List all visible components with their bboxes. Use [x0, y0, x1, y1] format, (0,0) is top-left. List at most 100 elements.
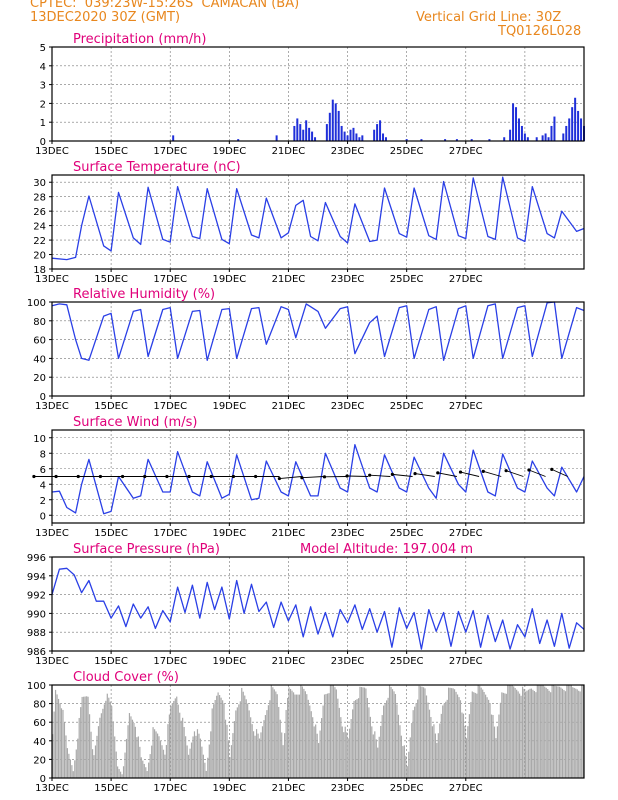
cloud-bar [350, 719, 352, 778]
cloud-bar [224, 719, 227, 778]
cloud-bar [356, 699, 358, 778]
cloud-bar [488, 699, 490, 778]
cloud-bar [499, 702, 502, 778]
panel-1: Surface Temperature (nC) 18 20 22 24 26 28 30 13… [33, 160, 585, 285]
cloud-bar [495, 738, 497, 778]
y-tick-label: 28 [33, 193, 46, 204]
cloud-bar [294, 694, 296, 778]
precip-bar [314, 137, 317, 141]
cloud-bar [354, 700, 357, 778]
cloud-bar [230, 745, 233, 778]
cloud-bar [153, 729, 156, 778]
cloud-bar [279, 719, 281, 778]
panel-title: Surface Wind (m/s) [73, 415, 197, 430]
cloud-bar [75, 749, 77, 778]
precip-bar [571, 107, 574, 141]
x-tick-label: 27DEC [449, 656, 483, 667]
y-tick-label: 5 [40, 43, 46, 54]
x-tick-label: 21DEC [272, 656, 306, 667]
precip-bar [553, 116, 556, 141]
x-tick-label: 15DEC [94, 528, 128, 539]
cloud-bar [239, 701, 241, 778]
x-tick-label: 25DEC [390, 274, 424, 285]
cloud-bar [298, 694, 301, 778]
x-tick-label: 19DEC [212, 274, 246, 285]
cloud-bar [140, 757, 142, 778]
y-tick-label: 992 [27, 591, 46, 602]
cloud-bar [323, 694, 326, 778]
cloud-bar [174, 698, 176, 778]
cloud-bar [103, 704, 105, 778]
cloud-bar [60, 708, 63, 778]
precip-bar [520, 125, 523, 141]
cloud-bar [236, 707, 238, 778]
cloud-bar [572, 687, 574, 778]
wind-arrow [347, 475, 369, 477]
panel-2: Relative Humidity (%) 0 20 40 60 80 100 13DEC 15… [27, 287, 585, 412]
cloud-bar [227, 741, 230, 778]
cloud-bar [189, 748, 191, 778]
cloud-bar [332, 685, 335, 778]
cloud-bar [214, 699, 216, 778]
cloud-bar [406, 766, 408, 778]
y-tick-label: 26 [33, 207, 46, 218]
cloud-bar [66, 748, 68, 778]
wind-arrow-head [390, 472, 394, 476]
y-tick-label: 2 [40, 99, 46, 110]
precip-bar [526, 137, 529, 141]
wind-arrow-head [481, 469, 485, 473]
precip-bar [293, 125, 296, 141]
x-tick-label: 15DEC [94, 274, 128, 285]
cloud-bar [183, 727, 185, 778]
cloud-bar [159, 740, 162, 778]
cloud-bar [195, 735, 197, 778]
cloud-bar [400, 735, 402, 778]
cloud-bar [118, 769, 120, 778]
cloud-bar [56, 694, 58, 778]
cloud-bar [238, 704, 240, 778]
cloud-bar [391, 689, 394, 778]
cloud-bar [493, 726, 496, 778]
y-tick-label: 990 [27, 609, 46, 620]
cloud-bar [193, 731, 196, 778]
cloud-bar [263, 720, 265, 778]
cloud-bar [442, 705, 444, 778]
y-tick-label: 24 [33, 222, 46, 233]
cloud-bar [353, 700, 355, 778]
cloud-bar [54, 689, 57, 778]
cloud-bar [252, 731, 255, 778]
cloud-bar [142, 760, 144, 778]
cloud-bar [257, 733, 259, 778]
cloud-bar [371, 726, 373, 778]
wind-arrow-head [413, 471, 417, 476]
x-tick-label: 15DEC [94, 656, 128, 667]
y-tick-label: 4 [40, 480, 46, 491]
cloud-bar [304, 691, 306, 778]
x-tick-label: 27DEC [449, 401, 483, 412]
precip-bar [568, 118, 571, 141]
cloud-bar [517, 691, 519, 778]
wind-arrow-head [187, 474, 191, 479]
precip-bar [420, 139, 423, 141]
cloud-bar [210, 731, 212, 778]
x-tick-label: 23DEC [331, 528, 365, 539]
cloud-bar [124, 752, 126, 778]
wind-arrow [528, 469, 546, 477]
x-tick-label: 13DEC [35, 783, 69, 794]
panel-title: Relative Humidity (%) [73, 287, 215, 302]
y-tick-label: 10 [33, 434, 46, 445]
precip-bar [382, 133, 385, 141]
cloud-bar [292, 692, 295, 778]
cloud-bar [288, 687, 290, 778]
cloud-bar [520, 695, 522, 778]
precip-bar [305, 120, 308, 141]
cloud-bar [186, 745, 188, 778]
y-tick-label: 22 [33, 236, 46, 247]
cloud-bar [462, 713, 465, 778]
cloud-bar [498, 714, 500, 778]
cloud-bar [384, 702, 386, 778]
cloud-bar [269, 700, 271, 778]
cloud-bar [130, 716, 132, 778]
cloud-bar [514, 688, 516, 778]
